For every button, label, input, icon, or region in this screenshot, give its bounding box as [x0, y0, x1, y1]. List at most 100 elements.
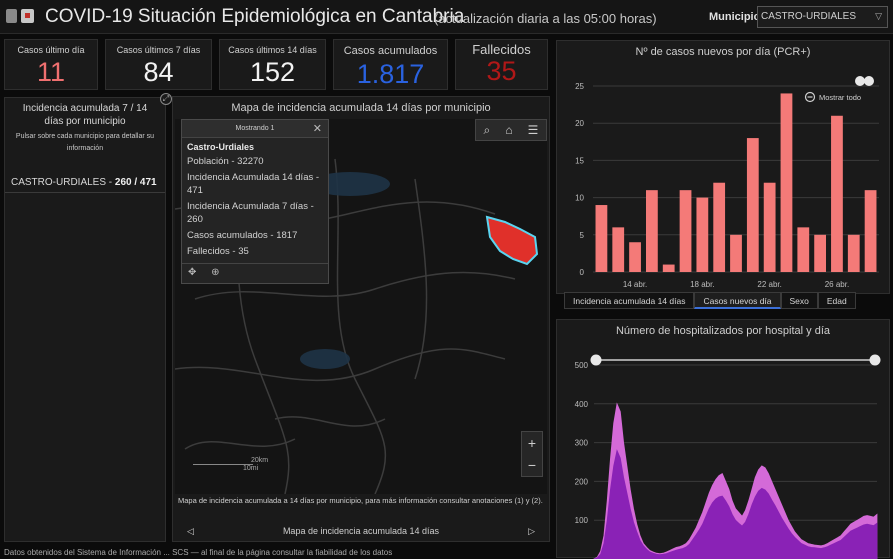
daily-cases-chart[interactable]: 0 5 10 15 20 25 14 abr. 18 abr. 22 abr. 26 abr. Mo… [557, 41, 891, 295]
footer-note: Datos obtenidos del Sistema de Informaci… [4, 548, 393, 557]
close-icon[interactable]: ✕ [312, 123, 322, 135]
popup-line: Población - 32270 [187, 156, 264, 167]
pan-icon[interactable]: ✥ [188, 267, 197, 278]
stat-value: 35 [486, 56, 517, 86]
tab-edad[interactable]: Edad [817, 292, 856, 309]
incidence-list-panel: Incidencia acumulada 7 / 14 días por mun… [4, 97, 166, 542]
stat-label: Casos últimos 14 días [228, 45, 317, 55]
popup-name: Castro-Urdiales [187, 142, 255, 152]
map-note: Mapa de incidencia acumulada a 14 días p… [178, 496, 543, 505]
bar [780, 93, 793, 272]
map-water [300, 172, 390, 369]
chevron-down-icon: ▽ [875, 11, 882, 21]
y-tick-label: 20 [575, 119, 584, 128]
expand-icon[interactable]: ⤢ [160, 93, 172, 105]
tab-incidencia[interactable]: Incidencia acumulada 14 días [564, 292, 695, 309]
zoom-in-button[interactable]: + [527, 435, 537, 451]
show-all-label: Mostrar todo [819, 93, 861, 102]
popup-header-label: Mostrando 1 [235, 125, 275, 132]
stat-card-7-days: Casos últimos 7 días 84 [105, 39, 212, 90]
popup-line: Casos acumulados - 1817 [187, 230, 298, 241]
y-tick-label: 0 [580, 268, 585, 277]
bar [730, 234, 742, 272]
stat-value: 1.817 [356, 59, 425, 89]
next-arrow-icon[interactable]: ▷ [528, 526, 535, 536]
y-tick-label: 500 [575, 361, 589, 370]
y-tick-label: 25 [575, 82, 584, 91]
legend-list-icon[interactable]: ☰ [527, 123, 539, 137]
chart-tabs: Incidencia acumulada 14 días Casos nuevo… [564, 292, 856, 309]
municipio-select-value: CASTRO-URDIALES [761, 11, 857, 22]
stat-value: 152 [249, 57, 296, 87]
search-icon[interactable]: ⌕ [483, 122, 491, 137]
header-logos [6, 9, 34, 23]
hospitalized-chart[interactable]: 100 200 300 400 500 [557, 320, 891, 559]
bar [629, 242, 641, 272]
map-title: Mapa de incidencia acumulada 14 días por… [231, 102, 491, 114]
bar [713, 182, 726, 272]
stat-card-14-days: Casos últimos 14 días 152 [219, 39, 326, 90]
zoom-to-icon[interactable]: ⊕ [211, 267, 220, 278]
range-handle-right [869, 354, 881, 366]
x-tick-label: 22 abr. [757, 280, 781, 289]
home-icon[interactable]: ⌂ [505, 123, 513, 137]
range-handle-left [855, 76, 865, 86]
y-tick-label: 400 [575, 400, 589, 409]
prev-arrow-icon[interactable]: ◁ [187, 526, 194, 536]
stat-value: 84 [143, 57, 174, 87]
tab-casos-nuevos[interactable]: Casos nuevos día [694, 292, 781, 309]
zoom-out-button[interactable]: − [527, 457, 537, 473]
water-area [310, 172, 390, 196]
chart-title: Número de hospitalizados por hospital y … [615, 325, 830, 337]
x-tick-label: 14 abr. [623, 280, 647, 289]
feature-popup: Mostrando 1 ✕ Castro-Urdiales Población … [181, 119, 329, 284]
tab-sexo[interactable]: Sexo [780, 292, 818, 309]
bar [679, 190, 692, 272]
stat-card-last-day: Casos último día 11 [4, 39, 98, 90]
y-tick-label: 200 [575, 477, 589, 486]
cantabria-flag-logo [21, 9, 34, 23]
page-subtitle: (actualización diaria a las 05:00 horas) [434, 11, 657, 26]
water-area [300, 349, 350, 369]
map-canvas[interactable]: ⌕ ⌂ ☰ Mostrando 1 ✕ Castro-Urdiales Pobl… [175, 119, 547, 494]
bar [797, 227, 810, 272]
bar [746, 138, 759, 272]
road [274, 416, 386, 427]
stat-label: Fallecidos [472, 42, 531, 57]
daily-cases-chart-panel: Nº de casos nuevos por día (PCR+) 0 5 10 15… [556, 40, 890, 294]
municipio-select[interactable]: CASTRO-URDIALES ▽ [757, 6, 888, 28]
map-nav: ◁ Mapa de incidencia acumulada 14 días ▷ [173, 522, 549, 540]
y-tick-label: 10 [575, 194, 584, 203]
popup-header: Mostrando 1 ✕ [182, 120, 328, 138]
popup-line: Incidencia Acumulada 14 días - 471 [187, 172, 320, 196]
road [414, 178, 428, 380]
coat-of-arms-logo [6, 9, 17, 23]
bar [595, 205, 608, 272]
bar [763, 182, 776, 272]
hospitalized-chart-panel: Número de hospitalizados por hospital y … [556, 319, 891, 559]
bar [847, 234, 860, 272]
zoom-out-icon [804, 91, 816, 103]
stat-label: Casos últimos 7 días [116, 45, 201, 55]
x-tick-label: 18 abr. [690, 280, 714, 289]
map-toolbar: ⌕ ⌂ ☰ [475, 119, 547, 141]
stat-value: 11 [36, 57, 66, 87]
road [175, 348, 506, 382]
range-handle-right [864, 76, 874, 86]
y-tick-label: 100 [575, 516, 589, 525]
municipality-incidence: 260 / 471 [114, 177, 157, 188]
stat-label: Casos acumulados [343, 45, 438, 57]
list-item[interactable]: CASTRO-URDIALES - 260 / 471 [5, 177, 165, 193]
area-series [593, 449, 878, 559]
popup-line: Incidencia Acumulada 7 días - 260 [187, 201, 314, 225]
bar [814, 234, 827, 272]
municipality-name: CASTRO-URDIALES - [11, 177, 115, 188]
page-title: COVID-19 Situación Epidemiológica en Can… [45, 6, 465, 27]
header-bar: COVID-19 Situación Epidemiológica en Can… [0, 0, 893, 34]
municipio-label: Municipio [709, 11, 761, 23]
bar [831, 115, 843, 272]
bar [612, 227, 625, 272]
incidence-title: Incidencia acumulada 7 / 14 días por mun… [22, 103, 148, 127]
road [334, 158, 387, 494]
highlighted-municipality[interactable] [485, 215, 539, 266]
